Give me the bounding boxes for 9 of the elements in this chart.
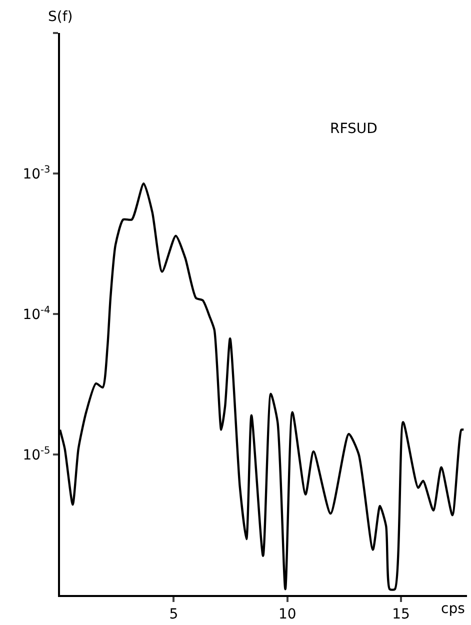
annotation: RFSUD <box>330 121 378 137</box>
y-tick-label: 10$^{-5}$ <box>22 446 50 464</box>
x-tick-label: 15 <box>392 606 410 623</box>
x-tick-label: 10 <box>278 606 296 623</box>
y-tick-label: 10$^{-3}$ <box>22 164 50 182</box>
y-axis-title: S(f) <box>48 9 73 25</box>
x-axis-title: cps <box>441 601 465 617</box>
x-tick-label: 5 <box>169 606 178 623</box>
y-tick-label: 10$^{-4}$ <box>22 305 50 323</box>
